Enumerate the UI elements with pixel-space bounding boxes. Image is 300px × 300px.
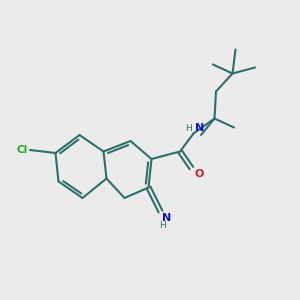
Text: O: O (194, 169, 204, 179)
Text: H: H (159, 220, 165, 230)
Text: N: N (162, 213, 171, 223)
Text: H: H (185, 124, 192, 133)
Text: N: N (195, 123, 204, 133)
Text: Cl: Cl (16, 145, 28, 155)
